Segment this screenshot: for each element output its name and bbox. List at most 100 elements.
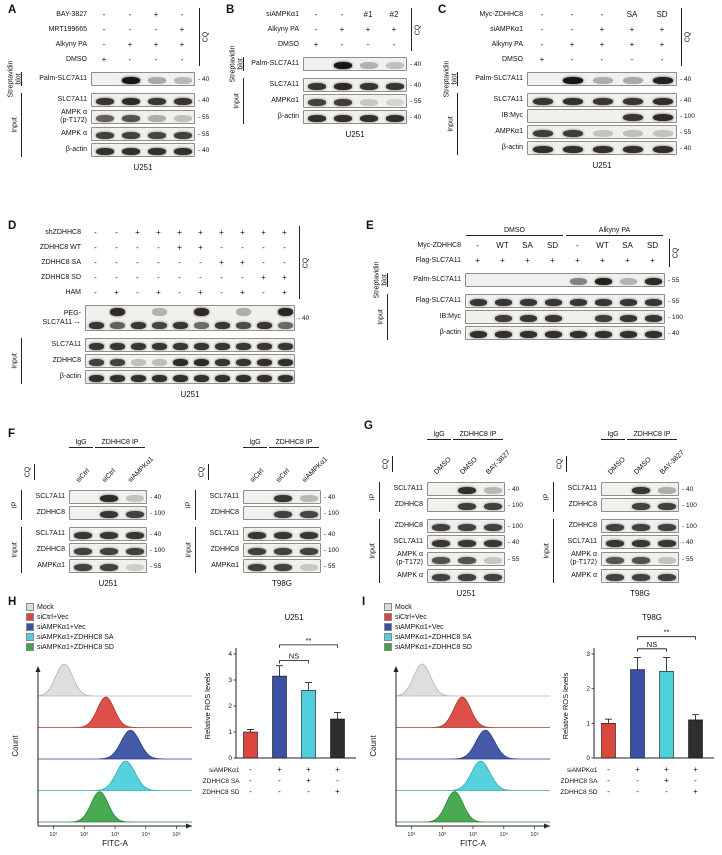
blot-strip — [303, 57, 407, 71]
mw-marker: - 100 — [682, 501, 697, 509]
condition-label: siAMPKα1 — [266, 11, 299, 18]
spacer — [321, 486, 347, 488]
y-axis-arrow — [393, 666, 399, 672]
legend-swatch — [384, 603, 392, 611]
spacer — [195, 88, 223, 91]
blot-section-label: Input — [185, 542, 193, 558]
condition-value: + — [500, 256, 505, 265]
panel-h: Mock siCtrl+Vec siAMPKα1+Vec siAMPKα1+ZDHHC… — [8, 598, 360, 854]
panel-letter-b: B — [226, 4, 235, 16]
condition-value: - — [94, 288, 97, 297]
cq-bracket — [411, 8, 412, 51]
blot-strip — [243, 559, 321, 573]
protein-band — [236, 358, 251, 366]
condition-value: + — [198, 288, 203, 297]
protein-band — [126, 563, 144, 571]
condition-label: Alkyny PA — [491, 41, 523, 48]
spacer — [407, 53, 435, 55]
blot-strip — [243, 543, 321, 557]
protein-band — [495, 330, 512, 338]
ip-group-label: IgG — [243, 438, 267, 448]
protein-band — [236, 374, 251, 382]
bar-y-axis-label: Relative ROS levels — [561, 672, 570, 739]
legend-item-label: siCtrl+Vec — [395, 613, 427, 621]
protein-band — [89, 358, 104, 366]
protein-band — [173, 374, 188, 382]
protein-band — [658, 523, 676, 531]
blot-section-bracket — [457, 93, 458, 155]
legend-item-label: siAMPKα1+ZDHHC8 SA — [37, 633, 114, 641]
protein-band — [110, 358, 125, 366]
flow-legend: Mock siCtrl+Vec siAMPKα1+Vec siAMPKα1+ZDHHC… — [26, 602, 114, 652]
y-tick-label: 1 — [228, 729, 232, 736]
condition-value: + — [240, 258, 245, 267]
condition-value: - — [136, 288, 139, 297]
blot-strip — [427, 519, 505, 533]
protein-band — [632, 486, 650, 494]
legend-item: siCtrl+Vec — [26, 612, 114, 622]
condition-value: - — [115, 228, 118, 237]
condition-value: + — [114, 288, 119, 297]
spacer — [679, 478, 705, 480]
flow-histogram: 10¹ 10² 10³ 10⁴ 10⁵ FITC-A Count — [11, 663, 192, 848]
protein-band — [194, 342, 209, 350]
bar-4 — [330, 718, 345, 759]
condition-values: - - - - + + - - - - — [85, 241, 295, 254]
matrix-value: - — [694, 776, 697, 785]
mw-marker: - 40 — [150, 530, 162, 538]
condition-label: ZDHHC8 SD — [40, 274, 81, 281]
condition-value: + — [198, 243, 203, 252]
protein-band — [386, 98, 404, 106]
protein-band — [652, 129, 674, 137]
condition-value: + — [282, 273, 287, 282]
blot-strip — [601, 535, 679, 549]
cell-line-label: T98G — [271, 579, 292, 588]
condition-value: - — [241, 243, 244, 252]
protein-band — [652, 97, 674, 105]
condition-value: + — [153, 10, 159, 19]
protein-band — [658, 573, 676, 581]
spacer — [23, 522, 69, 525]
protein-band — [484, 556, 502, 564]
condition-value: - — [180, 55, 184, 64]
legend-item: siAMPKα1+ZDHHC8 SA — [384, 632, 472, 642]
protein-band — [620, 277, 637, 285]
protein-band — [520, 298, 537, 306]
blot-section-label: Input — [11, 353, 19, 369]
condition-value: - — [102, 25, 106, 34]
protein-band — [215, 342, 230, 350]
condition-value: + — [153, 40, 159, 49]
spacer — [295, 333, 323, 336]
spacer — [381, 514, 427, 517]
blot-section-bracket — [553, 482, 554, 512]
condition-value: SA — [622, 241, 633, 250]
coip-grid: IgG ZDHHC8 IP DMSO DMSO BAY-3827 SCL7A11 - 40 Z… — [555, 430, 705, 598]
condition-values: + - - - - — [527, 53, 677, 66]
condition-value: - — [220, 273, 223, 282]
blot-strip — [527, 93, 677, 107]
y-tick-label: 1 — [586, 720, 590, 727]
protein-band — [110, 374, 125, 382]
antibody-label: ZDHHC8 — [36, 509, 65, 516]
protein-band — [545, 330, 562, 338]
protein-band — [570, 277, 587, 285]
protein-band — [148, 147, 166, 155]
panel-g-u251: IgG ZDHHC8 IP DMSO DMSO BAY-3827 SCL7A11- 40 Z… — [368, 430, 531, 598]
protein-band — [96, 97, 114, 105]
matrix-row-label: ZDHHC8 SD — [202, 789, 240, 796]
matrix-value: + — [335, 787, 340, 796]
coip-header: IgG ZDHHC8 IP DMSO DMSO BAY-3827 — [427, 430, 512, 476]
mw-marker: - 40 — [508, 538, 520, 546]
condition-value: + — [475, 256, 480, 265]
protein-band — [360, 61, 378, 69]
spacer — [555, 514, 601, 517]
lane-label: DMSO — [633, 456, 653, 476]
condition-value: - — [570, 55, 574, 64]
antibody-label: SCL7A11 — [209, 493, 239, 500]
condition-value: + — [240, 228, 245, 237]
blot-section-label: Streptavidin blot — [229, 45, 245, 83]
treatment-groups: DMSO Alkyny PA — [465, 226, 665, 237]
spacer — [427, 478, 505, 480]
protein-band — [74, 563, 92, 571]
matrix-value: + — [664, 765, 669, 774]
